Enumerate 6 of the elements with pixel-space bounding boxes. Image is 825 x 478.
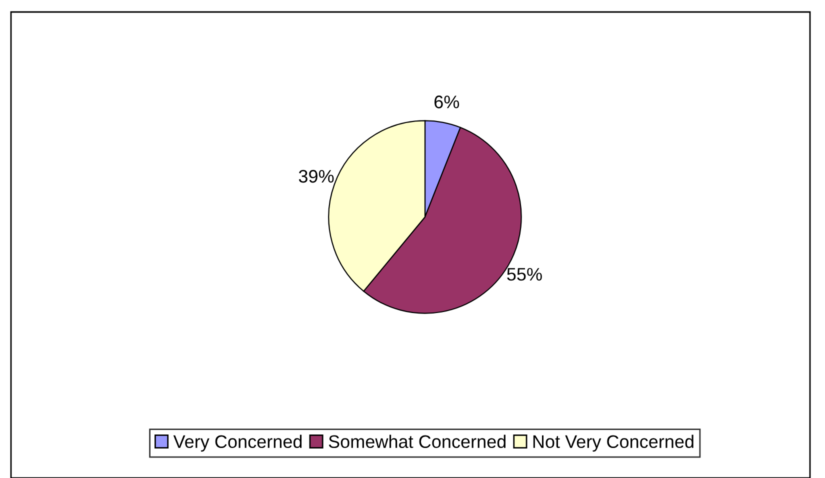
legend-label: Somewhat Concerned bbox=[328, 434, 506, 448]
data-label: 39% bbox=[298, 170, 334, 183]
data-label: 6% bbox=[434, 96, 460, 108]
legend-label: Very Concerned bbox=[173, 434, 302, 452]
legend-label: Not Very Concerned bbox=[533, 434, 694, 452]
data-label: 55% bbox=[507, 268, 542, 281]
